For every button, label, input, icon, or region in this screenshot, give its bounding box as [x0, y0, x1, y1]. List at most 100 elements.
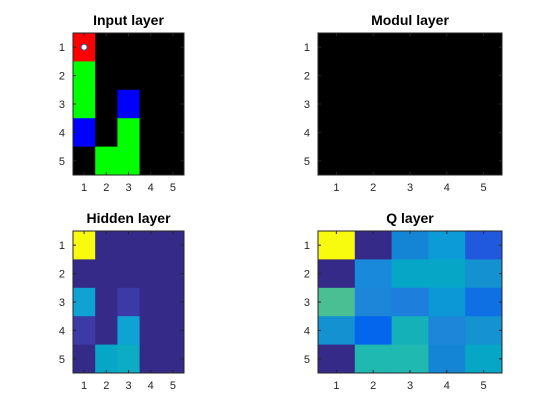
heatmap-cell-2-3: [391, 61, 429, 91]
heatmap-cell-2-1: [73, 259, 96, 289]
heatmap-cell-1-2: [95, 33, 118, 62]
heatmap-cell-4-2: [95, 316, 118, 345]
heatmap-cell-2-1: [318, 61, 356, 91]
y-tick-label: 5: [59, 156, 65, 168]
heatmap-cell-4-3: [117, 316, 140, 345]
heatmap-cell-3-3: [117, 287, 140, 317]
heatmap-cell-5-3: [117, 344, 140, 374]
y-tick-label: 3: [59, 99, 65, 111]
heatmap-cell-3-5: [161, 89, 185, 119]
heatmap-cell-5-4: [139, 146, 163, 176]
heatmap-cell-4-1: [73, 118, 96, 147]
heatmap-cell-2-5: [161, 259, 185, 289]
heatmap-cell-4-4: [139, 118, 163, 147]
x-tick-label: 5: [481, 380, 487, 392]
heatmap-cell-3-5: [161, 287, 185, 317]
x-tick-label: 1: [81, 182, 87, 194]
position-marker: [80, 43, 88, 51]
heatmap-cell-2-4: [139, 61, 163, 91]
heatmap-cell-5-3: [117, 146, 140, 176]
heatmap-cell-4-2: [354, 118, 392, 147]
x-tick-label: 3: [125, 182, 131, 194]
x-tick-label: 4: [148, 182, 154, 194]
x-tick-label: 3: [125, 380, 131, 392]
heatmap-cell-3-2: [95, 89, 118, 119]
x-tick-label: 3: [407, 182, 413, 194]
heatmap-cell-5-5: [161, 146, 185, 176]
heatmap-cell-2-3: [391, 259, 429, 289]
x-tick-label: 1: [333, 182, 339, 194]
heatmap-cell-3-1: [73, 89, 96, 119]
heatmap-cell-3-4: [139, 89, 163, 119]
chart-title: Input layer: [93, 12, 164, 28]
heatmap-cell-5-1: [318, 146, 356, 176]
heatmap-cell-2-5: [465, 61, 503, 91]
heatmap-cell-4-4: [139, 316, 163, 345]
heatmap-cell-1-4: [139, 231, 163, 260]
heatmap-cell-1-5: [465, 33, 503, 62]
heatmap-panel-3: 1 2 3 4 5 1 2 3 4 5 Hidden layer: [59, 210, 185, 392]
heatmap-cell-4-2: [354, 316, 392, 345]
heatmap-cell-4-3: [391, 118, 429, 147]
y-tick-label: 4: [59, 127, 65, 139]
heatmap-cell-5-2: [354, 146, 392, 176]
x-tick-label: 2: [370, 182, 376, 194]
x-tick-label: 4: [444, 182, 450, 194]
heatmap-cell-3-2: [95, 287, 118, 317]
heatmap-cell-2-2: [95, 61, 118, 91]
heatmap-cell-2-1: [318, 259, 356, 289]
y-tick-label: 1: [59, 42, 65, 54]
heatmap-cell-3-4: [428, 89, 466, 119]
heatmap-cell-3-1: [318, 287, 356, 317]
heatmap-panel-2: 1 2 3 4 5 1 2 3 4 5 Modul layer: [304, 12, 503, 194]
heatmap-cell-5-1: [318, 344, 356, 374]
y-tick-label: 4: [304, 127, 310, 139]
heatmap-cell-3-2: [354, 287, 392, 317]
heatmap-cell-3-4: [139, 287, 163, 317]
heatmap-cell-3-3: [391, 89, 429, 119]
heatmap-cell-1-5: [465, 231, 503, 260]
heatmap-cell-4-3: [117, 118, 140, 147]
heatmap-cell-2-2: [95, 259, 118, 289]
heatmap-cell-1-5: [161, 33, 185, 62]
heatmap-cell-5-5: [465, 344, 503, 374]
heatmap-cell-4-3: [391, 316, 429, 345]
x-tick-label: 5: [481, 182, 487, 194]
heatmap-cell-1-3: [117, 33, 140, 62]
heatmap-cell-5-1: [73, 344, 96, 374]
heatmap-cell-1-1: [318, 33, 356, 62]
heatmap-cell-5-2: [95, 146, 118, 176]
x-tick-label: 5: [170, 380, 176, 392]
heatmap-cell-5-5: [465, 146, 503, 176]
y-tick-label: 2: [59, 71, 65, 83]
heatmap-cell-3-1: [318, 89, 356, 119]
heatmap-cell-5-2: [95, 344, 118, 374]
heatmap-cell-3-2: [354, 89, 392, 119]
heatmap-panel-4: 1 2 3 4 5 1 2 3 4 5 Q layer: [304, 210, 503, 392]
heatmap-cell-2-4: [428, 61, 466, 91]
heatmap-cell-1-2: [95, 231, 118, 260]
x-tick-label: 2: [370, 380, 376, 392]
heatmap-cell-5-2: [354, 344, 392, 374]
y-tick-label: 2: [304, 269, 310, 281]
heatmap-cell-3-3: [117, 89, 140, 119]
y-tick-label: 3: [304, 99, 310, 111]
heatmap-cell-2-5: [465, 259, 503, 289]
heatmap-cell-1-3: [391, 231, 429, 260]
y-tick-label: 2: [304, 71, 310, 83]
heatmap-cell-4-5: [161, 316, 185, 345]
heatmap-cell-4-1: [318, 316, 356, 345]
y-tick-label: 4: [304, 325, 310, 337]
heatmap-cell-3-5: [465, 287, 503, 317]
y-tick-label: 5: [304, 156, 310, 168]
heatmap-cell-1-1: [318, 231, 356, 260]
heatmap-cell-2-3: [117, 259, 140, 289]
y-tick-label: 1: [304, 42, 310, 54]
chart-title: Hidden layer: [86, 210, 171, 226]
heatmap-cell-5-4: [428, 344, 466, 374]
heatmap-cell-1-4: [139, 33, 163, 62]
heatmap-cell-5-3: [391, 344, 429, 374]
x-tick-label: 1: [333, 380, 339, 392]
heatmap-cell-3-1: [73, 287, 96, 317]
